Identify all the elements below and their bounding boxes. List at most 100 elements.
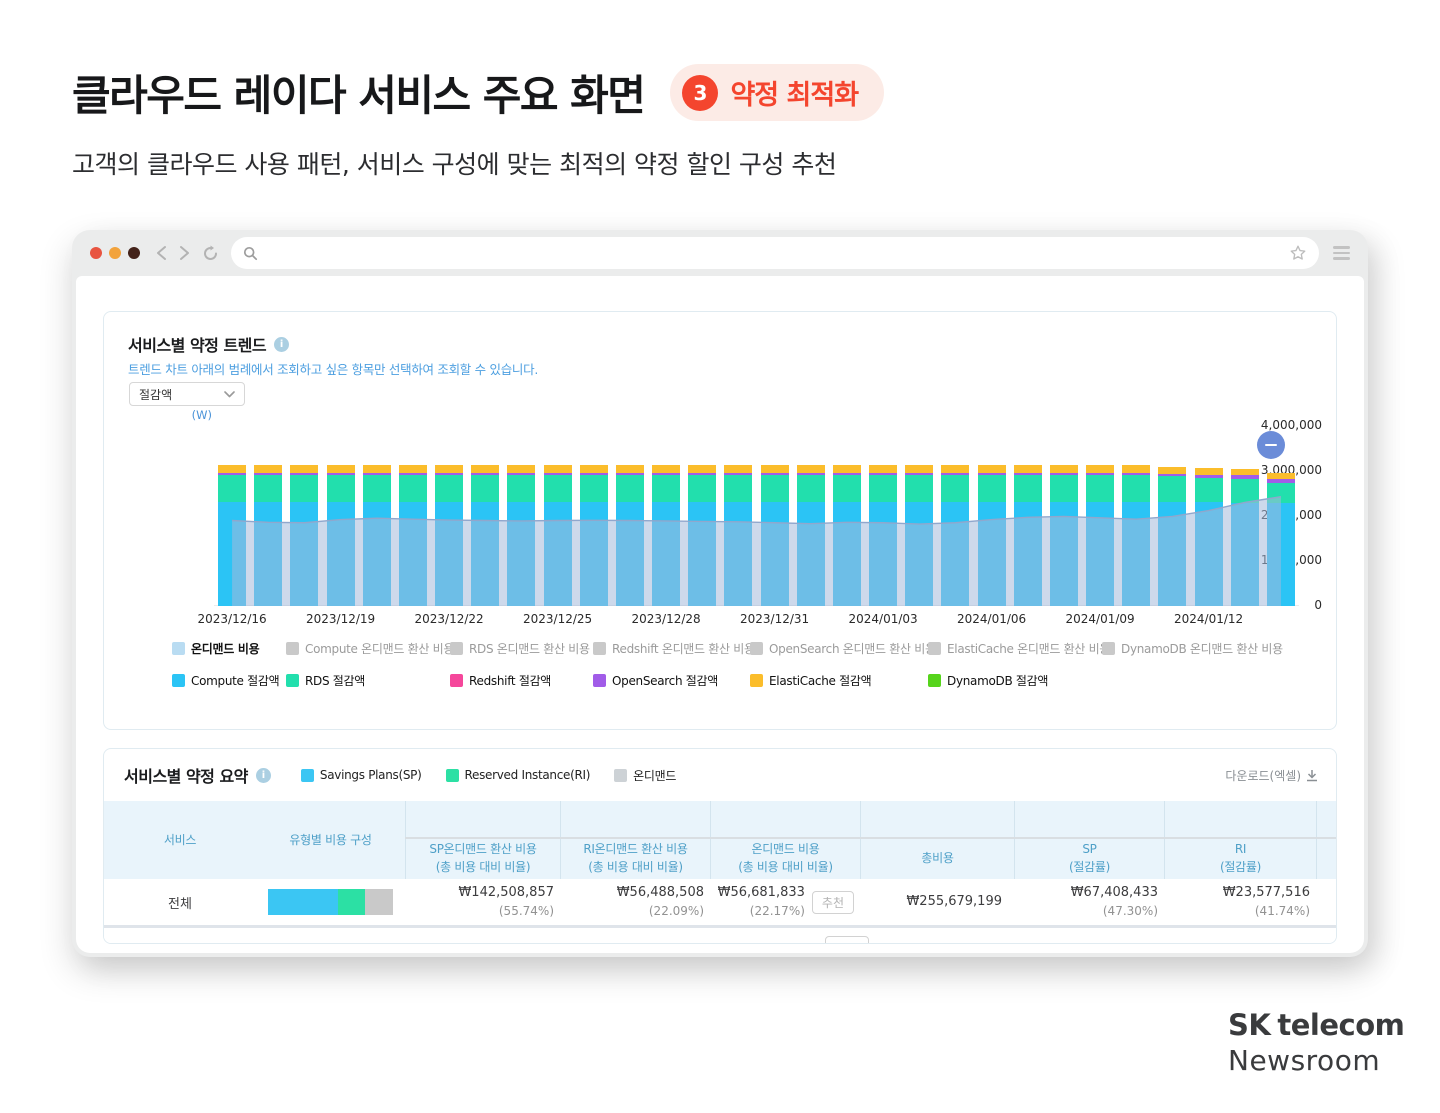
bar-segment bbox=[507, 475, 536, 502]
composition-segment bbox=[365, 889, 393, 915]
bar-segment bbox=[905, 472, 934, 476]
recommend-badge-partial bbox=[825, 936, 869, 943]
table-row[interactable]: 전체 ₩142,508,857 (55.74%) ₩56,488,508 (22.0… bbox=[104, 879, 1336, 925]
bar-segment bbox=[543, 501, 572, 606]
bar-segment bbox=[652, 501, 681, 606]
row-divider bbox=[104, 925, 1336, 928]
bar-segment bbox=[688, 475, 717, 502]
bar-segment bbox=[435, 465, 464, 473]
legend-item[interactable]: OpenSearch 온디맨드 환산 비용 bbox=[750, 640, 936, 657]
bar-segment bbox=[507, 465, 536, 473]
bar-segment bbox=[796, 465, 825, 473]
bookmark-star-icon[interactable] bbox=[1289, 244, 1307, 262]
cell-percent: (47.30%) bbox=[1102, 903, 1158, 918]
legend-item[interactable]: ElastiCache 절감액 bbox=[750, 672, 928, 689]
maximize-dot[interactable] bbox=[128, 247, 140, 259]
reload-icon[interactable] bbox=[202, 245, 219, 262]
bar-segment bbox=[471, 501, 500, 606]
bar-segment bbox=[326, 475, 355, 502]
bar-segment bbox=[615, 475, 644, 502]
bar-segment bbox=[724, 472, 753, 476]
bar-segment bbox=[1086, 465, 1115, 473]
legend-swatch bbox=[172, 674, 185, 687]
bar-segment bbox=[1049, 501, 1078, 606]
collapse-button[interactable] bbox=[1257, 431, 1285, 459]
legend-item[interactable]: 온디맨드 비용 bbox=[172, 640, 286, 657]
bar-segment bbox=[398, 501, 427, 606]
y-tick-label: 0 bbox=[1314, 598, 1322, 612]
recommend-badge[interactable]: 추천 bbox=[811, 890, 854, 914]
bar-segment bbox=[398, 472, 427, 476]
bar-segment bbox=[290, 501, 319, 606]
bar-segment bbox=[652, 472, 681, 476]
legend-label: DynamoDB 절감액 bbox=[947, 674, 1049, 688]
bar-segment bbox=[579, 475, 608, 502]
bar-segment bbox=[362, 475, 391, 502]
bar-segment bbox=[905, 501, 934, 606]
legend-item[interactable]: DynamoDB 절감액 bbox=[928, 672, 1102, 689]
legend-item[interactable]: RDS 절감액 bbox=[286, 672, 450, 689]
legend-item[interactable]: Reserved Instance(RI) bbox=[445, 767, 590, 784]
legend-item[interactable]: ElastiCache 온디맨드 환산 비용 bbox=[928, 640, 1110, 657]
bar-segment bbox=[760, 472, 789, 476]
legend-item[interactable]: 온디맨드 bbox=[614, 767, 676, 784]
bar-segment bbox=[760, 475, 789, 502]
trend-title: 서비스별 약정 트렌드 bbox=[128, 336, 267, 355]
step-label: 약정 최적화 bbox=[730, 80, 859, 111]
col-header-service: 서비스 bbox=[163, 833, 197, 847]
metric-select[interactable]: 절감액 bbox=[129, 382, 245, 406]
info-icon[interactable]: i bbox=[255, 767, 271, 783]
trend-bars[interactable] bbox=[214, 426, 1299, 606]
bar-segment bbox=[435, 501, 464, 606]
bar-segment bbox=[1086, 472, 1115, 476]
bar-segment bbox=[1158, 476, 1187, 502]
legend-swatch bbox=[445, 768, 459, 782]
bar-segment bbox=[543, 465, 572, 473]
bar-segment bbox=[760, 501, 789, 606]
legend-swatch bbox=[593, 674, 606, 687]
legend-item[interactable]: Redshift 온디맨드 환산 비용 bbox=[593, 640, 755, 657]
bar-segment bbox=[941, 472, 970, 476]
legend-label: RDS 절감액 bbox=[305, 674, 366, 688]
legend-item[interactable]: Compute 절감액 bbox=[172, 672, 286, 689]
download-excel-link[interactable]: 다운로드(엑셀) bbox=[1225, 767, 1318, 784]
bar-segment bbox=[1122, 472, 1151, 476]
legend-item[interactable]: Compute 온디맨드 환산 비용 bbox=[286, 640, 454, 657]
legend-item[interactable]: Redshift 절감액 bbox=[450, 672, 593, 689]
forward-icon[interactable] bbox=[179, 245, 190, 261]
bar-segment bbox=[254, 501, 283, 606]
window-control-dots[interactable] bbox=[90, 247, 140, 259]
legend-item[interactable]: RDS 온디맨드 환산 비용 bbox=[450, 640, 593, 657]
bar-segment bbox=[218, 501, 247, 606]
bar-segment bbox=[471, 475, 500, 502]
x-tick-label: 2024/01/06 bbox=[956, 612, 1027, 626]
bar-segment bbox=[1230, 475, 1259, 480]
close-dot[interactable] bbox=[90, 247, 102, 259]
bar-segment bbox=[1158, 467, 1187, 474]
download-icon bbox=[1306, 769, 1318, 782]
table-cell: ₩56,488,508 (22.09%) bbox=[560, 879, 710, 925]
info-icon[interactable]: i bbox=[274, 336, 290, 352]
bar-segment bbox=[1013, 465, 1042, 473]
col-header: RI온디맨드 환산 비용 (총 비용 대비 비율) bbox=[560, 801, 710, 879]
page-header: 클라우드 레이다 서비스 주요 화면 3 약정 최적화 고객의 클라우드 사용 … bbox=[72, 62, 885, 181]
menu-icon[interactable] bbox=[1333, 246, 1350, 260]
sk-telecom-newsroom-logo: SK telecom Newsroom bbox=[1228, 1008, 1405, 1077]
bar-segment bbox=[435, 472, 464, 476]
x-tick-label: 2024/01/09 bbox=[1065, 612, 1135, 626]
x-axis-labels: 2023/12/16 2023/12/19 2023/12/22 2023/12/25… bbox=[198, 612, 1299, 630]
legend-label: Redshift 온디맨드 환산 비용 bbox=[612, 642, 755, 656]
bar-segment bbox=[435, 475, 464, 502]
legend-item[interactable]: DynamoDB 온디맨드 환산 비용 bbox=[1102, 640, 1322, 657]
table-cell: ₩255,679,199 bbox=[860, 879, 1014, 925]
minimize-dot[interactable] bbox=[109, 247, 121, 259]
bar-segment bbox=[688, 465, 717, 473]
address-bar[interactable] bbox=[231, 237, 1319, 269]
step-badge: 3 약정 최적화 bbox=[670, 64, 885, 121]
bar-segment bbox=[326, 501, 355, 606]
back-icon[interactable] bbox=[156, 245, 167, 261]
col-header: 온디맨드 비용 (총 비용 대비 비율) bbox=[710, 801, 860, 879]
step-number: 3 bbox=[682, 74, 719, 111]
legend-item[interactable]: OpenSearch 절감액 bbox=[593, 672, 750, 689]
legend-item[interactable]: Savings Plans(SP) bbox=[300, 767, 422, 784]
